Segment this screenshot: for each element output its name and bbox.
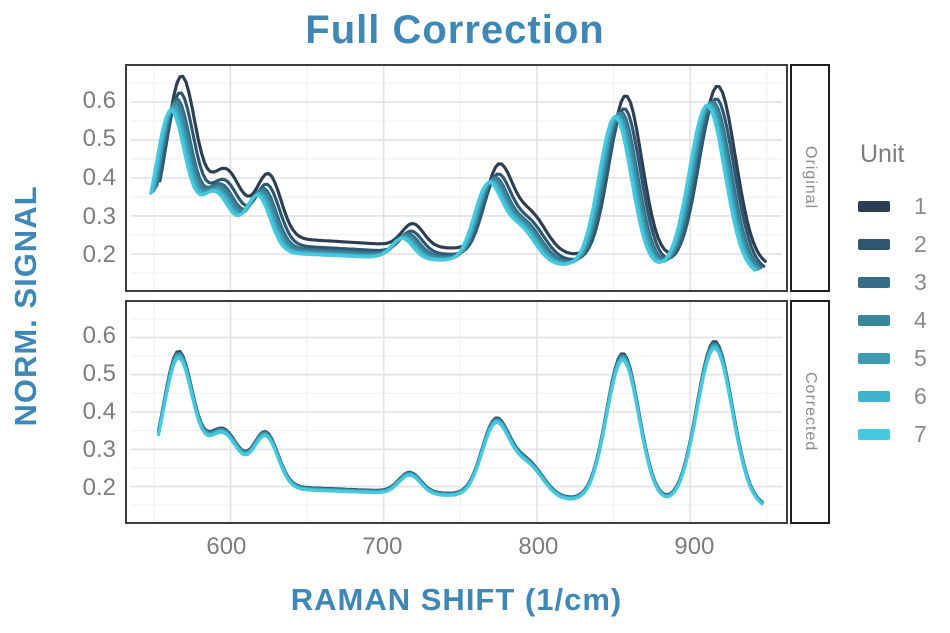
legend-item-unit-3: 3 (858, 263, 950, 301)
facet-strip-corrected: Corrected (790, 300, 830, 524)
panel-original (125, 64, 788, 292)
y-tick-label: 0.6 (82, 86, 116, 114)
legend-label: 2 (914, 230, 927, 257)
gridlines-major (130, 302, 783, 522)
legend-item-unit-1: 1 (858, 187, 950, 225)
legend-label: 3 (914, 268, 927, 295)
spectrum-line-unit-4-original (153, 101, 761, 270)
x-axis-label: RAMAN SHIFT (1/cm) (290, 582, 623, 617)
spectrum-line-unit-7-original (149, 104, 757, 272)
legend-label: 5 (914, 344, 927, 371)
legend-item-unit-2: 2 (858, 225, 950, 263)
legend-label: 7 (914, 420, 927, 447)
facet-strip-label: Original (802, 146, 819, 210)
panel-corrected (125, 300, 788, 524)
x-tick-label: 700 (362, 533, 403, 560)
legend-label: 6 (914, 382, 927, 409)
chart-title: Full Correction (305, 8, 605, 52)
legend-swatch-icon (858, 276, 890, 288)
legend-swatch-icon (858, 428, 890, 440)
legend-item-unit-4: 4 (858, 301, 950, 339)
spectrum-line-unit-5-original (152, 103, 760, 271)
legend-item-unit-6: 6 (858, 377, 950, 415)
legend-label: 4 (914, 306, 927, 333)
legend-swatch-icon (858, 352, 890, 364)
legend-title: Unit (860, 140, 905, 168)
y-tick-label: 0.5 (82, 360, 116, 388)
spectrum-line-unit-1-original (159, 74, 767, 263)
y-tick-label: 0.3 (82, 202, 116, 230)
y-tick-label: 0.2 (82, 473, 116, 501)
y-tick-label: 0.6 (82, 322, 116, 350)
spectrum-line-unit-7-corrected (156, 347, 764, 506)
legend-swatch-icon (858, 390, 890, 402)
legend-item-unit-5: 5 (858, 339, 950, 377)
legend-swatch-icon (858, 314, 890, 326)
spectra-plot-original (130, 66, 783, 290)
spectrum-line-unit-3-original (155, 98, 763, 270)
legend-items: 1 2 3 4 5 6 7 (858, 187, 950, 453)
legend: Unit 1 2 3 4 5 6 7 (858, 140, 950, 453)
facet-strip-original: Original (790, 64, 830, 292)
y-tick-label: 0.4 (82, 398, 116, 425)
legend-swatch-icon (858, 200, 890, 212)
spectra-plot-corrected (130, 302, 783, 522)
spectrum-line-unit-6-original (150, 103, 758, 271)
legend-label: 1 (914, 192, 927, 219)
y-tick-label: 0.5 (82, 125, 116, 153)
x-tick-label: 800 (518, 533, 559, 560)
x-tick-label: 600 (206, 533, 247, 560)
legend-item-unit-7: 7 (858, 415, 950, 453)
x-tick-label: 900 (674, 533, 715, 560)
y-tick-label: 0.2 (82, 241, 116, 269)
legend-swatch-icon (858, 238, 890, 250)
facet-strip-label: Corrected (802, 372, 819, 452)
y-axis-label: NORM. SIGNAL (8, 185, 43, 427)
y-tick-label: 0.4 (82, 164, 116, 191)
y-tick-label: 0.3 (82, 435, 116, 463)
